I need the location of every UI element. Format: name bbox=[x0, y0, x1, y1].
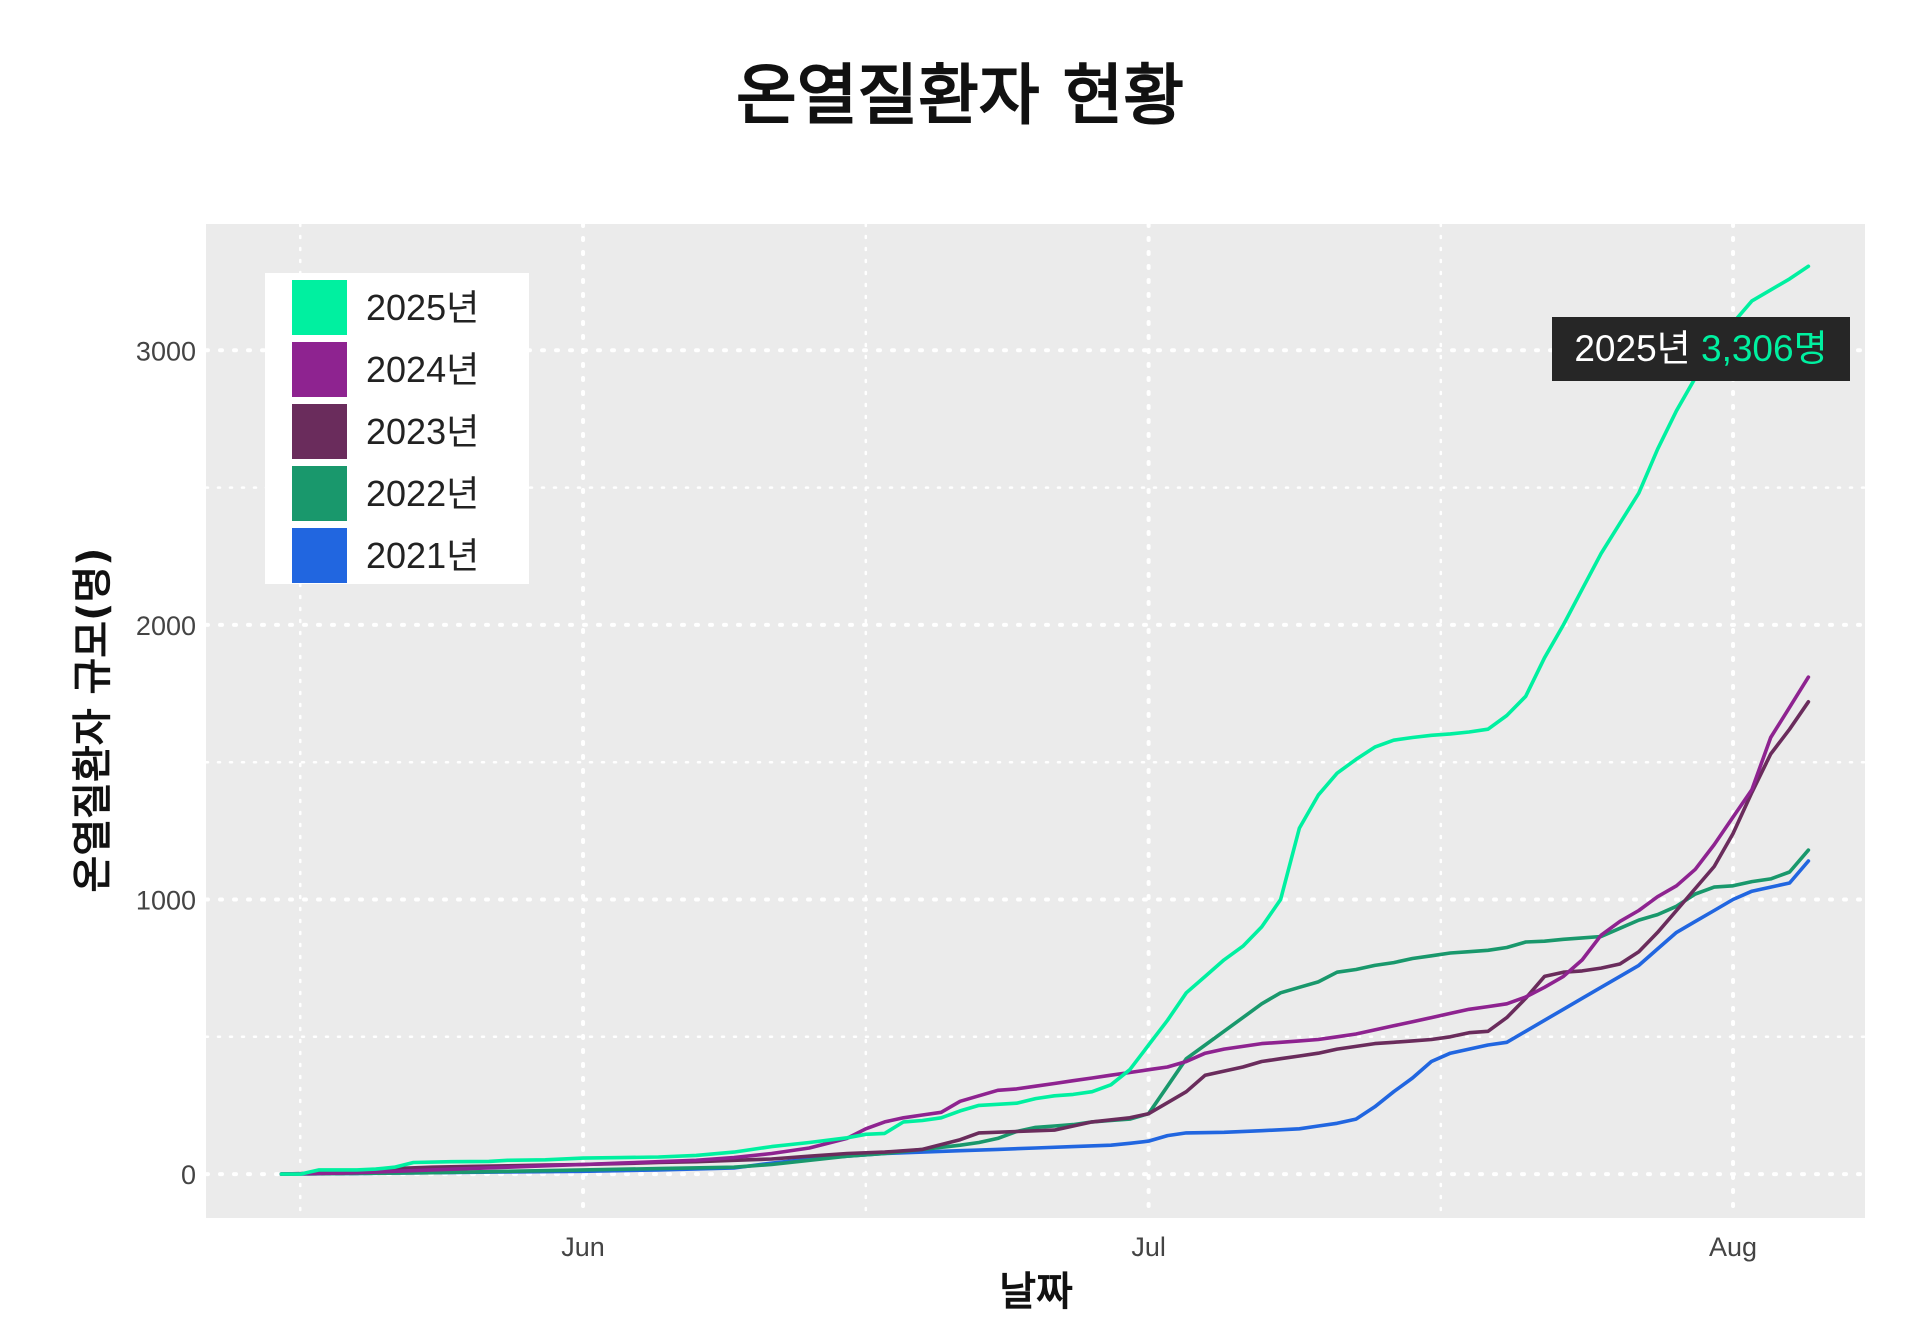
annotation-label: 2025년 bbox=[1574, 328, 1701, 369]
legend-swatch bbox=[292, 466, 347, 521]
legend-swatch bbox=[292, 528, 347, 583]
y-tick-labels: 0 1000 2000 3000 bbox=[136, 336, 196, 1190]
annotation-callout: 2025년 3,306명 bbox=[1552, 317, 1850, 381]
series-line bbox=[279, 848, 1811, 1176]
legend-label: 2024년 bbox=[366, 349, 479, 390]
x-tick-labels: Jun Jul Aug bbox=[561, 1232, 1757, 1262]
legend-swatch bbox=[292, 280, 347, 335]
x-tick-label: Aug bbox=[1709, 1232, 1757, 1262]
y-axis-title: 온열질환자 규모(명) bbox=[70, 548, 116, 893]
chart-title: 온열질환자 현황 bbox=[736, 57, 1184, 134]
series-line bbox=[279, 675, 1811, 1176]
y-tick-label: 1000 bbox=[136, 885, 196, 915]
legend-label: 2023년 bbox=[366, 411, 479, 452]
legend-swatch bbox=[292, 342, 347, 397]
annotation-box bbox=[1552, 317, 1850, 381]
legend-label: 2025년 bbox=[366, 287, 479, 328]
y-tick-label: 2000 bbox=[136, 611, 196, 641]
legend-label: 2022년 bbox=[366, 473, 479, 514]
series-lines bbox=[279, 264, 1811, 1176]
annotation-value: 3,306명 bbox=[1701, 328, 1828, 369]
y-tick-label: 3000 bbox=[136, 336, 196, 366]
y-tick-label: 0 bbox=[181, 1160, 196, 1190]
legend-label: 2021년 bbox=[366, 535, 479, 576]
legend: 2025년 2024년 2023년 2022년 2021년 bbox=[265, 273, 529, 584]
svg-text:2025년 3,306명: 2025년 3,306명 bbox=[1574, 328, 1827, 369]
x-tick-label: Jul bbox=[1131, 1232, 1166, 1262]
x-tick-label: Jun bbox=[561, 1232, 605, 1262]
legend-swatch bbox=[292, 404, 347, 459]
series-line bbox=[279, 264, 1811, 1176]
x-axis-title: 날짜 bbox=[999, 1269, 1073, 1315]
